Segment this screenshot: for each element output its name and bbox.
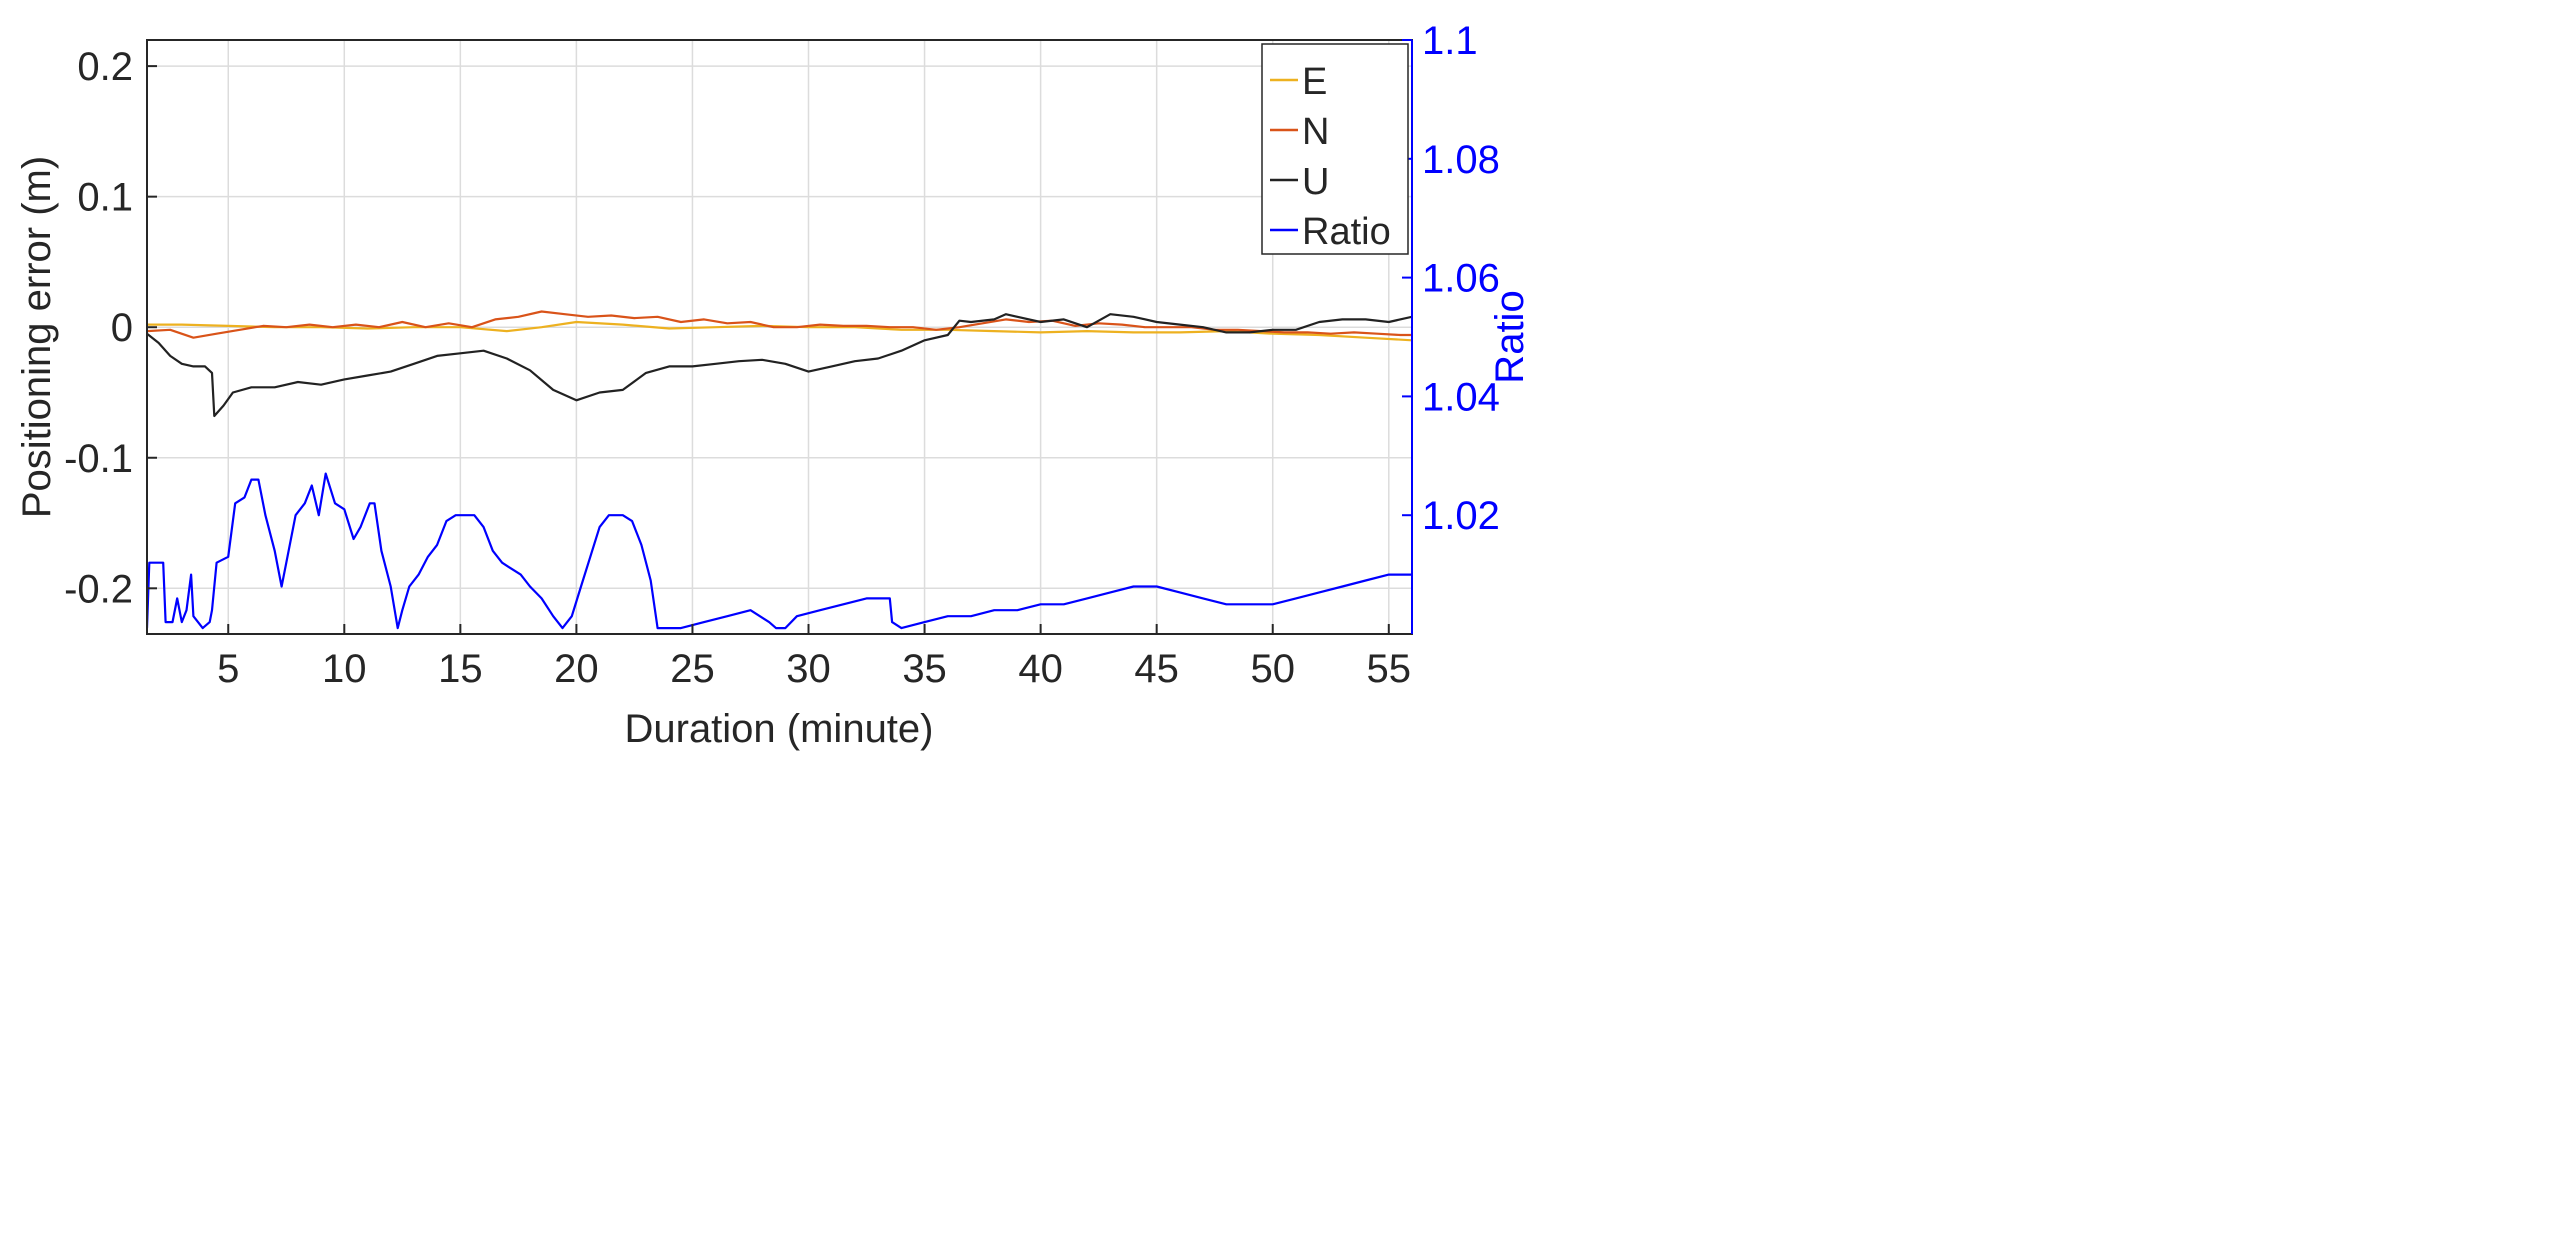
y-right-tick-label: 1.1	[1422, 19, 1478, 63]
y-right-tick-label: 1.02	[1422, 494, 1500, 538]
series-group	[147, 310, 1412, 630]
y-left-tick-label: 0.2	[77, 45, 133, 89]
legend-label-ratio: Ratio	[1302, 211, 1391, 253]
legend-label-u: U	[1302, 161, 1329, 203]
x-tick-label: 30	[786, 647, 831, 691]
y-right-tick-label: 1.06	[1422, 257, 1500, 301]
legend-label-e: E	[1302, 61, 1327, 103]
y-right-tick-label: 1.04	[1422, 375, 1500, 419]
legend: ENU Ratio	[1261, 43, 1409, 255]
x-tick-label: 5	[217, 647, 239, 691]
x-tick-label: 10	[322, 647, 367, 691]
series-line-e	[147, 320, 1412, 342]
legend-label-n: N	[1302, 111, 1329, 153]
x-tick-label: 50	[1250, 647, 1295, 691]
series-line-u	[147, 313, 1412, 418]
y-left-tick-label: -0.1	[64, 437, 133, 481]
y-left-tick-label: 0	[111, 306, 133, 350]
y-axis-label-right: Ratio	[1488, 290, 1532, 383]
x-tick-label: 35	[902, 647, 947, 691]
x-tick-label: 20	[554, 647, 599, 691]
plot-area-background	[147, 40, 1412, 634]
axes: 5 10 15 20 25 30 35 40 45 50 55 0.2 0.1 0 -0.1 -0.2 1.1 1…	[64, 19, 1500, 691]
x-axis-label: Duration (minute)	[624, 707, 933, 751]
y-axis-label-left: Positioning error (m)	[15, 156, 59, 518]
x-tick-label: 25	[670, 647, 715, 691]
y-left-tick-label: -0.2	[64, 567, 133, 611]
y-left-tick-label: 0.1	[77, 176, 133, 220]
x-tick-label: 45	[1134, 647, 1179, 691]
x-tick-label: 40	[1018, 647, 1063, 691]
x-tick-label: 15	[438, 647, 483, 691]
y-right-tick-label: 1.08	[1422, 138, 1500, 182]
series-line-ratio	[147, 472, 1412, 630]
x-tick-label: 55	[1367, 647, 1412, 691]
